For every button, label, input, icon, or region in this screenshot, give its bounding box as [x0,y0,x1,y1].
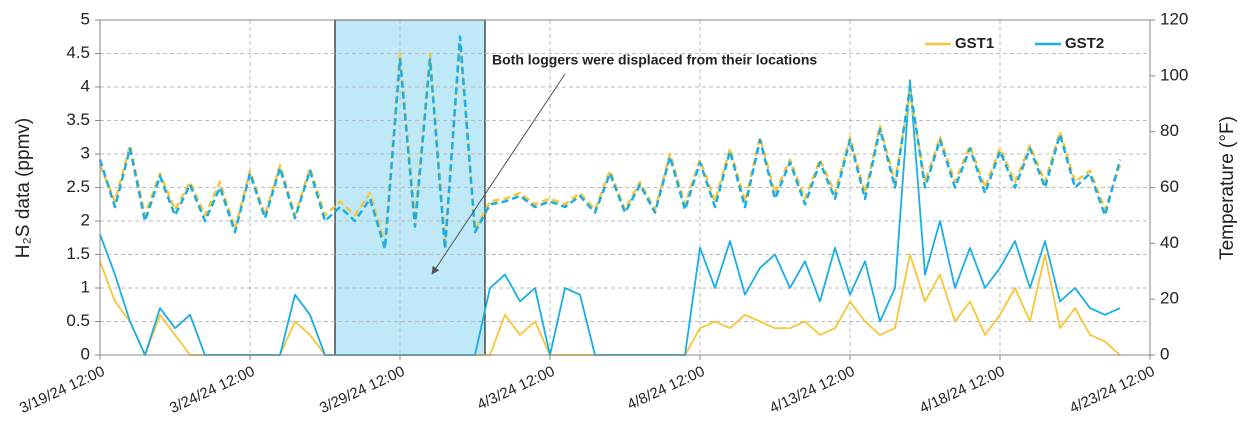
temperature-line [98,35,1122,251]
y2-tick-label: 0 [1160,344,1169,363]
x-tick-label: 4/8/24 12:00 [625,363,708,414]
y-tick-label: 4 [81,76,90,95]
x-tick-label: 3/29/24 12:00 [317,363,407,417]
legend-label: GST2 [1065,35,1104,52]
y2-tick-label: 40 [1160,233,1179,252]
y2-tick-label: 60 [1160,177,1179,196]
temperature-line [98,41,1122,245]
y-axis-label: H₂S data (ppmv) [13,118,34,258]
y-tick-label: 1 [81,277,90,296]
x-tick-label: 4/23/24 12:00 [1067,363,1157,417]
x-tick-label: 4/18/24 12:00 [917,363,1007,417]
y-tick-label: 0.5 [66,311,90,330]
x-tick-label: 4/13/24 12:00 [767,363,857,417]
y2-axis-label: Temperature (°F) [1217,116,1238,260]
annotation-arrow [431,73,566,275]
y-tick-label: 1.5 [66,244,90,263]
y-tick-label: 0 [81,344,90,363]
x-tick-label: 3/19/24 12:00 [17,363,107,417]
h2s-line [99,253,1121,356]
y-tick-label: 3.5 [66,110,90,129]
y2-tick-label: 100 [1160,65,1188,84]
y-tick-label: 4.5 [66,43,90,62]
y-tick-label: 2.5 [66,177,90,196]
y-tick-label: 5 [81,9,90,28]
legend-label: GST1 [955,35,994,52]
y2-tick-label: 120 [1160,9,1188,28]
x-tick-label: 3/24/24 12:00 [167,363,257,417]
x-tick-label: 4/3/24 12:00 [475,363,558,414]
h2s-line [99,79,1121,356]
y2-tick-label: 80 [1160,121,1179,140]
y2-tick-label: 20 [1160,289,1179,308]
annotation: Both loggers were displaced from their l… [492,52,817,68]
y-tick-label: 2 [81,210,90,229]
y-tick-label: 3 [81,143,90,162]
grid-layer [99,19,1151,356]
marks-layer [98,35,1122,356]
